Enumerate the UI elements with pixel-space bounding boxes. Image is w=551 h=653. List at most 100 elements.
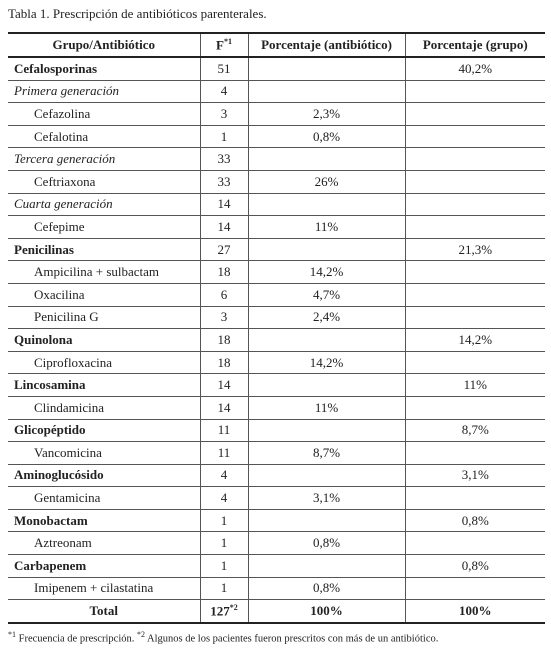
footnote-text: Frecuencia de prescripción.: [16, 633, 137, 645]
cell: 51: [199, 57, 248, 81]
cell: 14,2%: [404, 328, 545, 352]
row: Ceftriaxona 33 26%: [8, 170, 545, 194]
row: Cefalotina 1 0,8%: [8, 125, 545, 149]
table: Grupo/Antibiótico F*1 Porcentaje (antibi…: [8, 32, 545, 624]
footnote-mark: *2: [229, 602, 238, 612]
cell: 14: [199, 215, 248, 239]
cell: 2,4%: [247, 306, 405, 330]
cell: Cefalosporinas: [8, 57, 200, 81]
cell: 8,7%: [247, 441, 405, 465]
cell: [404, 80, 545, 104]
cell: Oxacilina: [8, 283, 200, 307]
cell: 3,1%: [404, 464, 545, 488]
cell: Quinolona: [8, 328, 200, 352]
cell: Imipenem + cilastatina: [8, 577, 200, 601]
cell: 3,1%: [247, 486, 405, 510]
cell: 8,7%: [404, 419, 545, 443]
cell: 21,3%: [404, 238, 545, 262]
cell: 1: [199, 531, 248, 556]
cell: 11%: [404, 373, 545, 397]
cell: 27: [199, 238, 248, 262]
cell: Penicilinas: [8, 238, 200, 262]
row: Quinolona 18 14,2%: [8, 328, 545, 352]
cell: [404, 215, 545, 239]
cell: Ciprofloxacina: [8, 351, 200, 375]
cell: Primera generación: [8, 80, 200, 104]
cell: Carbapenem: [8, 554, 200, 578]
row: Monobactam 1 0,8%: [8, 509, 545, 533]
footnote-mark: *1: [223, 36, 232, 46]
row: Oxacilina 6 4,7%: [8, 283, 545, 307]
footnotes: *1 Frecuencia de prescripción. *2 Alguno…: [8, 630, 438, 645]
row: Penicilina G 3 2,4%: [8, 306, 545, 330]
footnote-mark: *2: [137, 630, 145, 639]
cell: Cefalotina: [8, 125, 200, 149]
row: Imipenem + cilastatina 1 0,8%: [8, 577, 545, 601]
cell: Vancomicina: [8, 441, 200, 465]
cell: 18: [199, 328, 248, 352]
cell: [247, 57, 405, 81]
cell: 4: [199, 80, 248, 104]
cell: Monobactam: [8, 509, 200, 533]
row: Aminoglucósido 4 3,1%: [8, 464, 545, 488]
cell: [404, 125, 545, 149]
cell: 40,2%: [404, 57, 545, 81]
header-row: Grupo/Antibiótico F*1 Porcentaje (antibi…: [8, 32, 545, 58]
table-body: Cefalosporinas 51 40,2% Primera generación 4…: [8, 57, 545, 624]
row: Vancomicina 11 8,7%: [8, 441, 545, 465]
cell: 0,8%: [247, 125, 405, 149]
row: Aztreonam 1 0,8%: [8, 531, 545, 556]
cell: [404, 306, 545, 330]
header-cell: F*1: [199, 32, 248, 58]
cell: 4: [199, 486, 248, 510]
row: Ciprofloxacina 18 14,2%: [8, 351, 545, 375]
cell: [404, 170, 545, 194]
cell: 4: [199, 464, 248, 488]
header-cell: Porcentaje (antibiótico): [247, 32, 405, 58]
cell: 33: [199, 170, 248, 194]
row: Gentamicina 4 3,1%: [8, 486, 545, 510]
total-row: Total 127*2 100% 100%: [8, 599, 545, 624]
row: Ampicilina + sulbactam 18 14,2%: [8, 260, 545, 284]
cell: 3: [199, 102, 248, 126]
cell: 100%: [247, 599, 405, 624]
cell: Cefepime: [8, 215, 200, 239]
row: Lincosamina 14 11%: [8, 373, 545, 397]
cell: [247, 509, 405, 533]
cell: 11%: [247, 396, 405, 420]
cell: [247, 328, 405, 352]
cell: 127*2: [199, 599, 248, 624]
cell: Ampicilina + sulbactam: [8, 260, 200, 284]
cell: Clindamicina: [8, 396, 200, 420]
cell: [247, 419, 405, 443]
cell: 33: [199, 147, 248, 171]
cell: [404, 283, 545, 307]
cell: 3: [199, 306, 248, 330]
header-cell: Porcentaje (grupo): [404, 32, 545, 58]
cell: [247, 193, 405, 217]
cell: 4,7%: [247, 283, 405, 307]
header-cell: Grupo/Antibiótico: [8, 32, 200, 58]
cell: [247, 464, 405, 488]
cell: 1: [199, 554, 248, 578]
row: Cefazolina 3 2,3%: [8, 102, 545, 126]
cell: 14,2%: [247, 260, 405, 284]
cell: 11: [199, 419, 248, 443]
cell: Total: [8, 599, 200, 624]
cell: [404, 193, 545, 217]
cell: 1: [199, 125, 248, 149]
row: Carbapenem 1 0,8%: [8, 554, 545, 578]
cell: 18: [199, 260, 248, 284]
row: Cefalosporinas 51 40,2%: [8, 57, 545, 81]
cell: 0,8%: [247, 531, 405, 556]
cell: Ceftriaxona: [8, 170, 200, 194]
cell: [404, 396, 545, 420]
footnote-text: Algunos de los pacientes fueron prescrit…: [145, 633, 439, 645]
cell: [404, 577, 545, 601]
row: Primera generación 4: [8, 80, 545, 104]
cell: Cefazolina: [8, 102, 200, 126]
cell: 100%: [404, 599, 545, 624]
cell: [247, 373, 405, 397]
cell: Cuarta generación: [8, 193, 200, 217]
